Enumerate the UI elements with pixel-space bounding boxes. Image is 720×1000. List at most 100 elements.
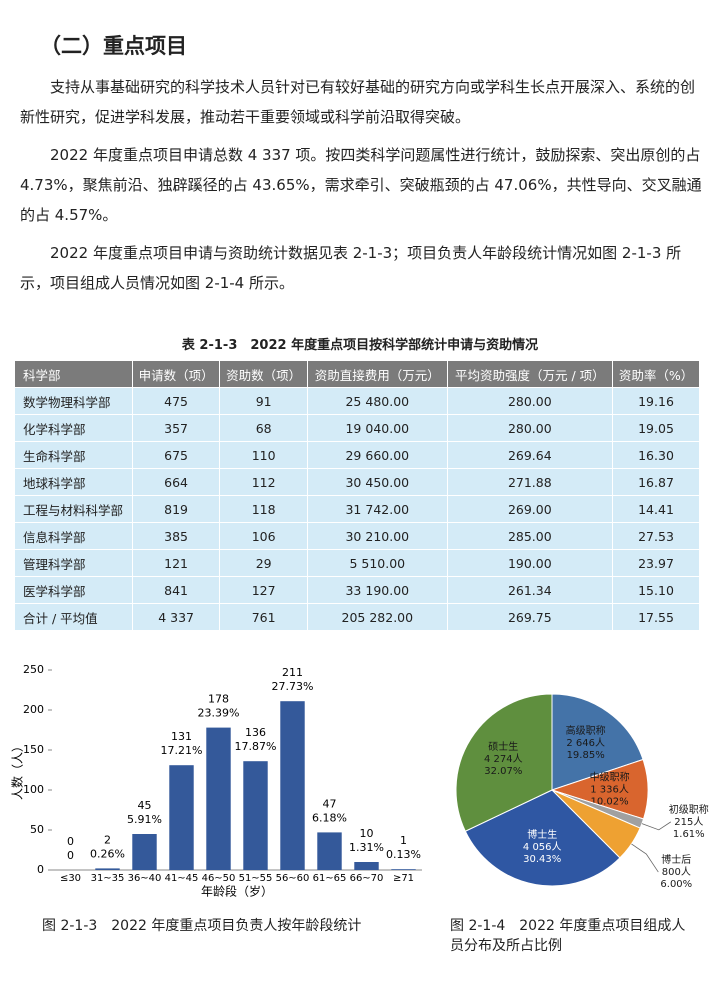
leader-line [631, 843, 659, 873]
bar [243, 761, 268, 870]
data-label: 131 [171, 730, 192, 743]
bar [317, 832, 342, 870]
share-label: 0 [67, 849, 74, 862]
table-cell: 19.05 [612, 414, 700, 442]
table-cell: 数学物理科学部 [14, 387, 133, 415]
category: 博士后 [661, 853, 691, 866]
category: 硕士生 [488, 740, 518, 753]
header-cell: 申请数（项） [131, 360, 221, 388]
bar [354, 862, 379, 870]
table-cell: 664 [131, 468, 221, 496]
category: 中级职称 [590, 771, 630, 784]
share-label: 27.73% [272, 680, 314, 693]
value-label: 215人 [674, 816, 703, 828]
table-cell: 17.55 [612, 603, 700, 631]
data-label: 47 [323, 797, 337, 810]
table-cell: 管理科学部 [14, 549, 133, 577]
share-label: 1.61% [673, 829, 705, 840]
table-cell: 285.00 [446, 522, 614, 550]
header-cell: 资助直接费用（万元） [306, 360, 448, 388]
y-tick-label: 50 [30, 823, 44, 836]
x-tick-label: 36~40 [128, 873, 162, 884]
table-cell: 269.00 [446, 495, 614, 523]
pie-slice [551, 693, 644, 791]
table-cell: 819 [131, 495, 221, 523]
table-cell: 675 [131, 441, 221, 469]
paragraph: 2022 年度重点项目申请与资助统计数据见表 2-1-3；项目负责人年龄段统计情… [20, 244, 682, 292]
table-cell: 31 742.00 [306, 495, 448, 523]
data-label: 10 [360, 827, 374, 840]
share-label: 17.21% [161, 744, 203, 757]
pie-caption: 图 2-1-4 2022 年度重点项目组成人员分布及所占比例 [450, 918, 686, 954]
table-cell: 269.75 [446, 603, 614, 631]
table-cell: 14.41 [612, 495, 700, 523]
y-tick-label: 0 [37, 863, 44, 876]
x-tick-label: 31~35 [91, 873, 125, 884]
table-cell: 127 [219, 576, 308, 604]
y-tick-label: 200 [23, 703, 44, 716]
bar [169, 765, 194, 870]
table-row: 信息科学部 385 106 30 210.00 285.00 27.53 [14, 522, 700, 550]
header-row: 科学部 申请数（项） 资助数（项） 资助直接费用（万元） 平均资助强度（万元 / 项）资… [14, 360, 700, 388]
share-label: 17.87% [235, 740, 277, 753]
bar [391, 869, 416, 870]
table-cell: 19 040.00 [306, 414, 448, 442]
data-label: 178 [208, 693, 229, 706]
share-label: 10.02% [591, 797, 629, 808]
table-row: 化学科学部 357 68 19 040.00 280.00 19.05 [14, 414, 700, 442]
table-cell: 190.00 [446, 549, 614, 577]
table-cell: 357 [131, 414, 221, 442]
x-tick-label: 61~65 [313, 873, 347, 884]
table-cell: 121 [131, 549, 221, 577]
leader-line [641, 821, 672, 831]
table-cell: 110 [219, 441, 308, 469]
data-label: 45 [138, 799, 152, 812]
share-label: 0.26% [90, 847, 125, 860]
table-row: 生命科学部 675 110 29 660.00 269.64 16.30 [14, 441, 700, 469]
table-cell: 385 [131, 522, 221, 550]
x-tick-label: ≥71 [393, 873, 414, 884]
data-label: 1 [400, 834, 407, 847]
pie-slice [464, 789, 621, 887]
x-tick-label: 41~45 [165, 873, 199, 884]
category: 博士生 [527, 828, 557, 841]
share-label: 32.07% [484, 766, 522, 777]
y-tick-label: 150 [23, 743, 44, 756]
data-table: 科学部 申请数（项） 资助数（项） 资助直接费用（万元） 平均资助强度（万元 / 项）资… [14, 360, 700, 631]
value-label: 1 336人 [590, 784, 629, 796]
table-cell: 269.64 [446, 441, 614, 469]
table-cell: 合计 / 平均值 [14, 603, 133, 631]
share-label: 1.31% [349, 841, 384, 854]
table-cell: 信息科学部 [14, 522, 133, 550]
value-label: 4 274人 [484, 753, 523, 765]
category: 初级职称 [669, 803, 709, 816]
share-label: 19.85% [567, 750, 605, 761]
share-label: 5.91% [127, 813, 162, 826]
x-axis-label: 年龄段（岁） [201, 884, 273, 899]
pie-slice [455, 693, 553, 832]
heading: （二）重点项目 [40, 34, 187, 58]
table-cell: 4 337 [131, 603, 221, 631]
y-axis-label: 人数（人） [10, 740, 25, 800]
y-tick-label: 250 [23, 663, 44, 676]
x-tick-label: ≤30 [60, 873, 81, 884]
table-cell: 475 [131, 387, 221, 415]
value-label: 2 646人 [566, 737, 605, 749]
table-cell: 106 [219, 522, 308, 550]
bar [280, 701, 305, 870]
header-cell: 平均资助强度（万元 / 项） [446, 360, 614, 388]
table-cell: 29 660.00 [306, 441, 448, 469]
table-cell: 化学科学部 [14, 414, 133, 442]
data-label: 0 [67, 835, 74, 848]
table-cell: 91 [219, 387, 308, 415]
table-caption: 表 2-1-3 2022 年度重点项目按科学部统计申请与资助情况 [181, 338, 539, 353]
bar [132, 834, 157, 870]
table-cell: 761 [219, 603, 308, 631]
bar [95, 868, 120, 870]
table-row: 工程与材料科学部 819 118 31 742.00 269.00 14.41 [14, 495, 700, 523]
table-cell: 118 [219, 495, 308, 523]
table-cell: 280.00 [446, 387, 614, 415]
category: 高级职称 [566, 724, 606, 737]
paragraph: 2022 年度重点项目申请总数 4 337 项。按四类科学问题属性进行统计，鼓励… [20, 146, 702, 224]
header-cell: 资助率（%） [612, 360, 700, 388]
